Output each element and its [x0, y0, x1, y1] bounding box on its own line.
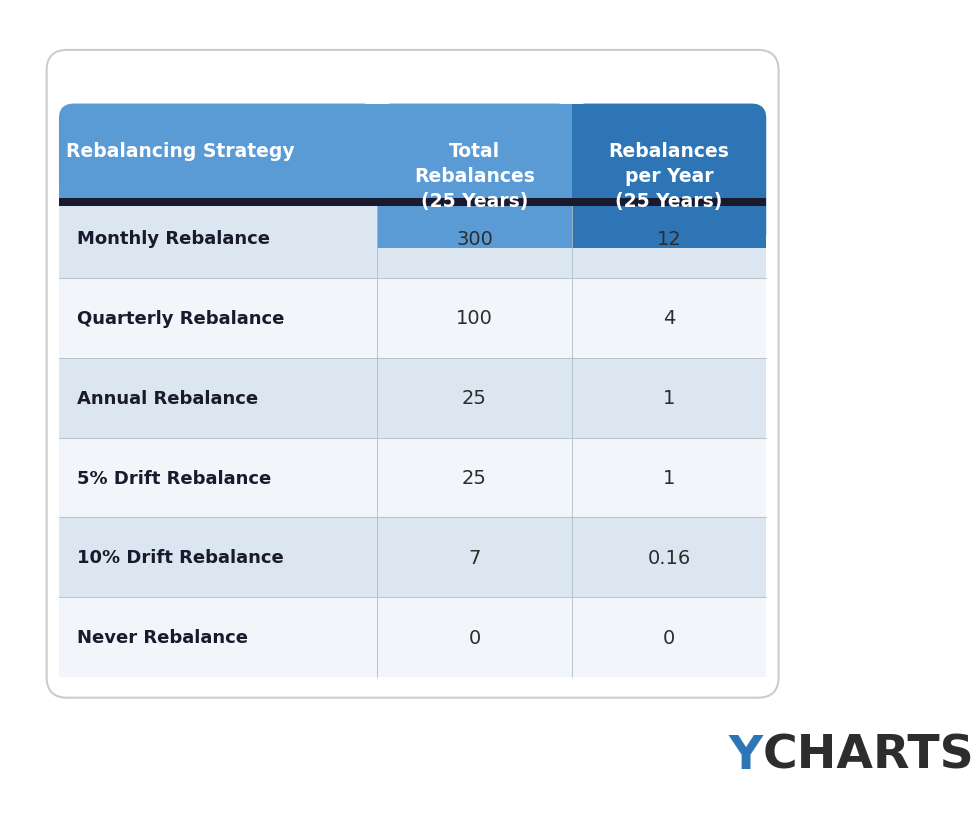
Bar: [59, 279, 766, 358]
Text: 25: 25: [462, 389, 487, 408]
Text: Quarterly Rebalance: Quarterly Rebalance: [76, 309, 284, 327]
Bar: [59, 438, 766, 518]
Bar: [59, 147, 377, 199]
Text: Monthly Rebalance: Monthly Rebalance: [76, 230, 270, 248]
Text: 4: 4: [662, 309, 675, 328]
Text: 0: 0: [662, 628, 675, 647]
Bar: [523, 104, 571, 248]
Bar: [59, 199, 766, 207]
Text: 300: 300: [456, 229, 493, 248]
FancyBboxPatch shape: [377, 104, 571, 248]
Bar: [59, 598, 766, 677]
Bar: [298, 104, 377, 199]
Text: 12: 12: [657, 229, 681, 248]
Text: Rebalancing Strategy: Rebalancing Strategy: [66, 142, 294, 161]
Bar: [59, 358, 766, 438]
Text: 7: 7: [468, 548, 480, 567]
FancyBboxPatch shape: [571, 104, 766, 248]
Text: Annual Rebalance: Annual Rebalance: [76, 390, 258, 407]
Text: 10% Drift Rebalance: 10% Drift Rebalance: [76, 548, 283, 566]
Text: Y: Y: [728, 733, 762, 778]
Text: Never Rebalance: Never Rebalance: [76, 629, 248, 647]
Text: 1: 1: [662, 468, 675, 487]
Text: 5% Drift Rebalance: 5% Drift Rebalance: [76, 469, 270, 487]
Text: 1: 1: [662, 389, 675, 408]
FancyBboxPatch shape: [47, 50, 778, 698]
Bar: [571, 184, 766, 248]
FancyBboxPatch shape: [59, 104, 377, 199]
Bar: [59, 199, 766, 279]
Text: 25: 25: [462, 468, 487, 487]
Bar: [59, 518, 766, 598]
Text: Total
Rebalances
(25 Years): Total Rebalances (25 Years): [415, 142, 535, 211]
Text: 100: 100: [456, 309, 493, 328]
Text: 0.16: 0.16: [648, 548, 691, 567]
Text: CHARTS: CHARTS: [762, 733, 974, 778]
Bar: [571, 104, 620, 248]
Bar: [377, 184, 571, 248]
Text: 0: 0: [468, 628, 480, 647]
Text: Rebalances
per Year
(25 Years): Rebalances per Year (25 Years): [609, 142, 729, 211]
Bar: [377, 104, 426, 248]
